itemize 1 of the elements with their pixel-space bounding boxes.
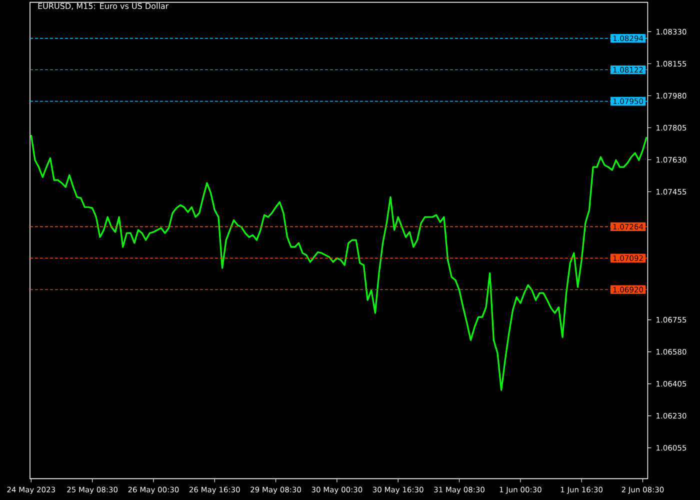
chart-title: EURUSD, M15: Euro vs US Dollar xyxy=(38,2,169,10)
